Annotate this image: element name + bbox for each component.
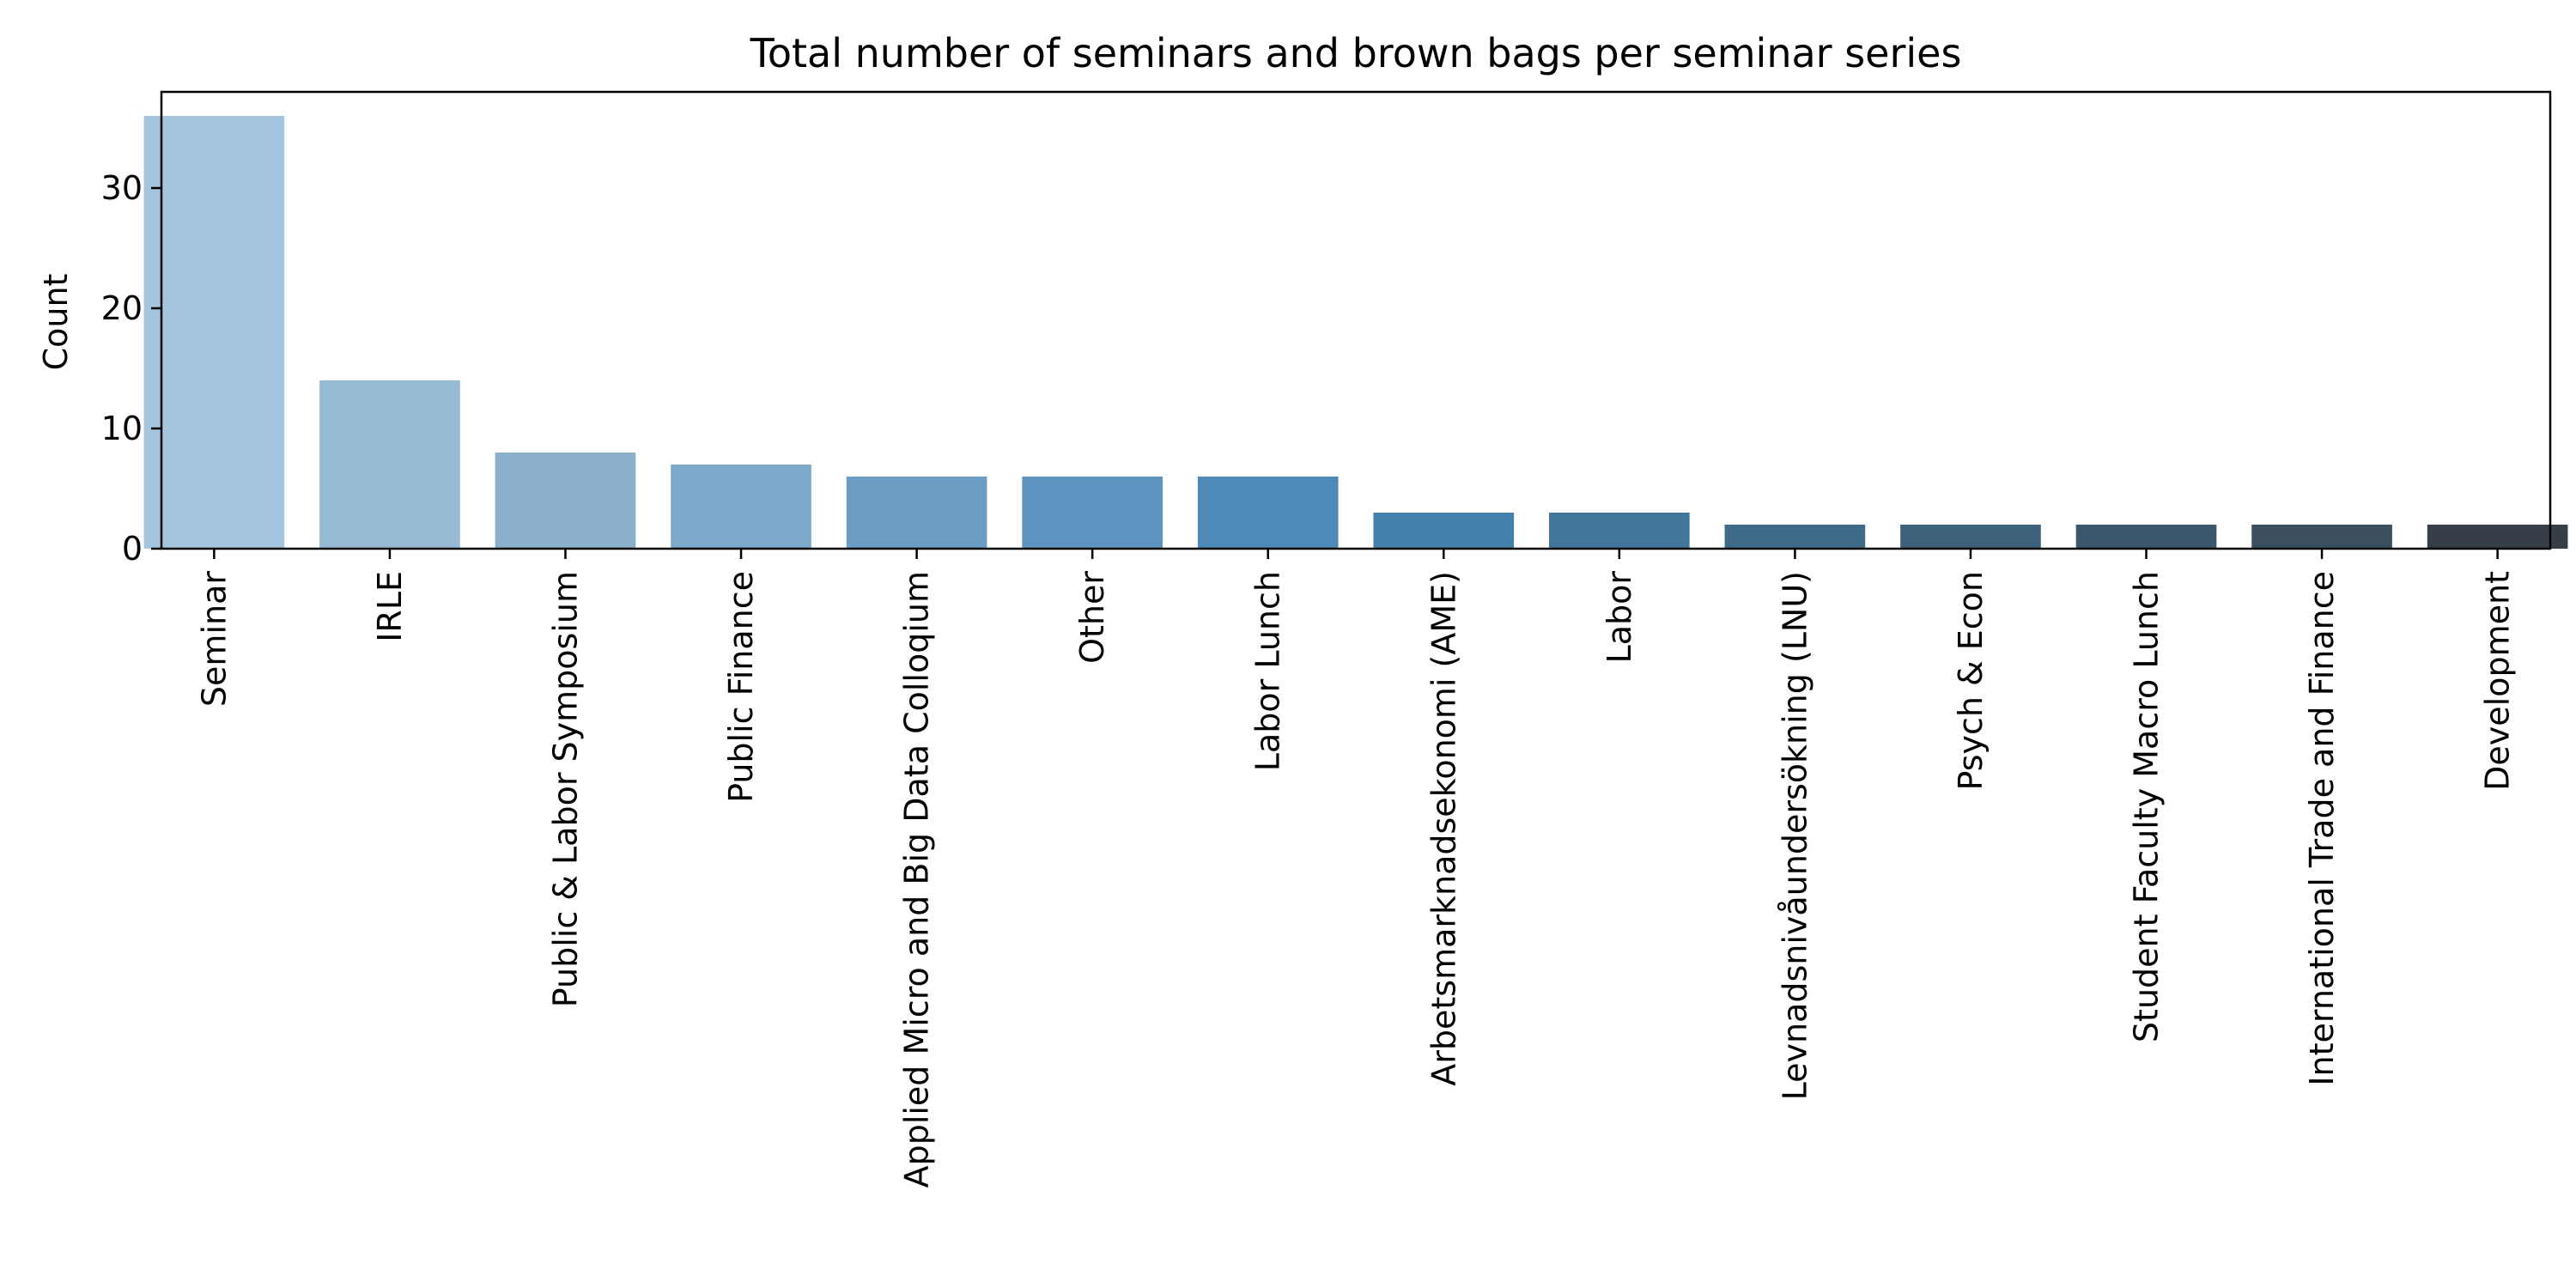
plot-frame [160, 90, 2552, 550]
bar-9 [1724, 525, 1866, 549]
x-tick-label-6: Labor Lunch [1249, 571, 1287, 771]
x-tick-label-1: IRLE [371, 571, 409, 642]
x-tick-label-3: Public Finance [722, 571, 760, 803]
x-tick-label-13: Development [2479, 571, 2517, 791]
bar-13 [2427, 525, 2568, 549]
bar-1 [319, 380, 460, 549]
x-tick-label-9: Levnadsnivåundersökning (LNU) [1776, 571, 1814, 1100]
y-tick-label-3: 30 [101, 169, 143, 207]
x-tick-label-4: Applied Micro and Big Data Colloqium [898, 571, 936, 1188]
bar-5 [1022, 477, 1163, 549]
bar-6 [1197, 477, 1339, 549]
bar-4 [846, 477, 987, 549]
x-tick-label-5: Other [1073, 571, 1111, 664]
x-tick-label-0: Seminar [195, 571, 233, 707]
bar-2 [495, 453, 636, 549]
x-axis-ticks: Seminar IRLE Public & Labor Symposium Publi… [195, 549, 2517, 1188]
x-tick-label-7: Arbetsmarknadsekonomi (AME) [1425, 571, 1462, 1086]
y-tick-label-0: 0 [122, 530, 143, 568]
x-tick-label-11: Student Faculty Macro Lunch [2128, 571, 2166, 1042]
y-tick-label-1: 10 [101, 410, 143, 447]
bar-0 [143, 116, 285, 549]
bar-3 [671, 465, 811, 549]
y-axis-ticks: 0 10 20 30 [101, 169, 161, 568]
y-tick-label-2: 20 [101, 289, 143, 327]
bar-12 [2251, 525, 2392, 549]
x-tick-label-2: Public & Labor Symposium [546, 571, 584, 1007]
bar-8 [1549, 513, 1690, 549]
bar-7 [1373, 513, 1515, 549]
bar-11 [2075, 525, 2217, 549]
x-tick-label-10: Psych & Econ [1952, 571, 1990, 791]
y-axis-label: Count [37, 274, 75, 371]
x-tick-label-12: International Trade and Finance [2303, 571, 2341, 1086]
chart-title: Total number of seminars and brown bags … [750, 30, 1962, 76]
bars-group [143, 116, 2568, 549]
bar-10 [1900, 525, 2041, 549]
x-tick-label-8: Labor [1601, 571, 1638, 664]
